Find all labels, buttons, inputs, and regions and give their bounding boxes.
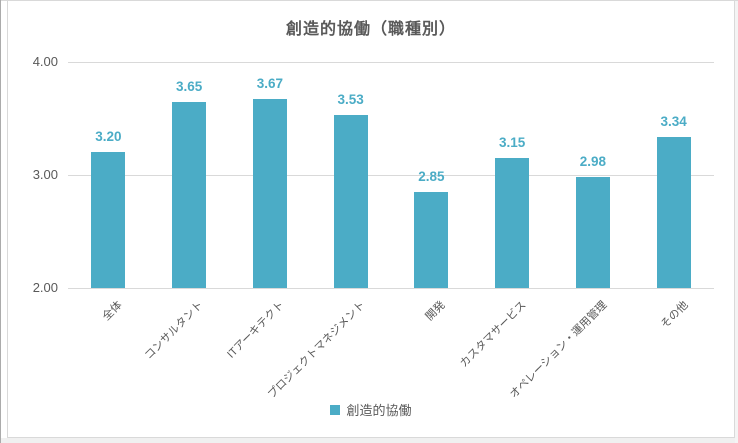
bar-group: 2.85 開発 [391, 1, 472, 323]
chart-title: 創造的協働（職種別） [285, 21, 456, 38]
bar[interactable] [91, 152, 126, 288]
bar-group: 3.67 ITアーキテクト [225, 1, 311, 361]
bar[interactable] [575, 177, 610, 288]
outside-chart-background-right [735, 0, 738, 443]
chart-area[interactable]: 創造的協働（職種別） 4.00 3.00 2.00 3.20 全体 3.65 コンサルタント… [7, 0, 735, 438]
gridline [68, 175, 714, 176]
gridline [68, 62, 714, 63]
bar-group: 3.34 その他 [633, 1, 714, 331]
y-axis-tick-label: 2.00 [32, 280, 58, 295]
bar-data-label: 3.65 [175, 79, 203, 94]
bar[interactable] [252, 99, 287, 288]
bar-group: 3.15 カスタマサービス [458, 1, 553, 370]
gridline [68, 288, 714, 289]
legend[interactable]: 創造的協働 [8, 400, 734, 419]
bar-group: 3.65 コンサルタント [143, 1, 230, 362]
bar-series: 3.20 全体 3.65 コンサルタント 3.67 ITアーキテクト 3.53 プロジェクトマ… [68, 1, 714, 401]
x-axis-category-label: 開発 [423, 299, 448, 324]
x-axis-category-label: 全体 [100, 299, 125, 324]
bar[interactable] [414, 192, 449, 288]
y-axis-tick-label: 3.00 [32, 167, 58, 182]
outside-chart-background-bottom [0, 438, 738, 443]
bar-data-label: 2.98 [579, 154, 607, 169]
x-axis-category-label: ITアーキテクト [224, 299, 287, 361]
bar[interactable] [333, 115, 368, 288]
bar-data-label: 3.20 [95, 129, 122, 144]
legend-marker-icon [330, 404, 341, 415]
bar-data-label: 3.34 [660, 114, 687, 129]
bar[interactable] [495, 158, 530, 288]
bar[interactable] [172, 102, 207, 288]
bar-data-label: 2.85 [418, 169, 445, 184]
bar-data-label: 3.15 [498, 135, 526, 150]
x-axis-category-label: カスタマサービス [458, 299, 529, 370]
plot-area: 4.00 3.00 2.00 3.20 全体 3.65 コンサルタント 3.67 ITアーキテク… [8, 1, 734, 437]
bar-group: 3.20 全体 [68, 1, 149, 323]
bar-group: 3.53 プロジェクトマネジメント [265, 1, 391, 401]
bar-group: 2.98 オペレーション・運用管理 [508, 1, 634, 401]
legend-label: 創造的協働 [346, 403, 412, 418]
bar-data-label: 3.67 [256, 76, 284, 91]
y-axis-tick-label: 4.00 [32, 54, 58, 69]
screen-left-edge-line [0, 0, 1, 443]
bar-data-label: 3.53 [337, 92, 364, 107]
x-axis-category-label: コンサルタント [142, 299, 206, 363]
bar[interactable] [656, 137, 691, 288]
x-axis-category-label: その他 [658, 299, 691, 331]
